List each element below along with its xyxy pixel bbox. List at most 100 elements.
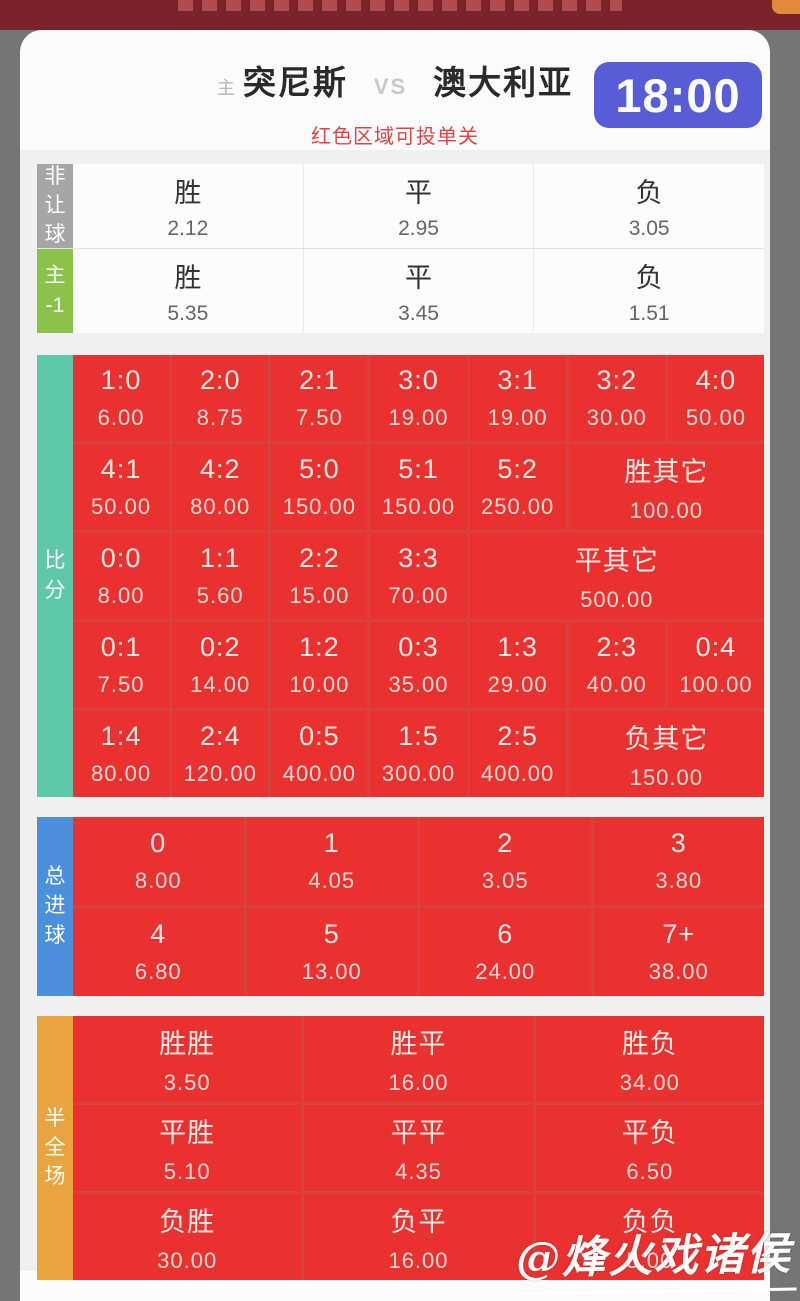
score-cell-name: 4:2 [199,454,241,484]
score-cell[interactable]: 1:2 10.00 [271,622,368,708]
score-cell-name: 2:0 [199,365,241,395]
total-goals-cell[interactable]: 6 24.00 [420,908,591,996]
half-full-cell-odds: 34.00 [619,1070,680,1095]
score-cell[interactable]: 1:5 300.00 [370,711,467,797]
team-line: 主 突尼斯 VS 澳大利亚 [20,30,770,104]
score-cell[interactable]: 1:4 80.00 [73,711,170,797]
score-cell[interactable]: 3:3 70.00 [370,533,467,619]
outcome-odds: 2.95 [398,217,439,240]
score-cell[interactable]: 负其它 150.00 [568,711,764,797]
outcome-cell[interactable]: 胜 5.35 [73,249,303,333]
score-cell[interactable]: 5:1 150.00 [370,444,467,530]
score-cell[interactable]: 0:3 35.00 [370,622,467,708]
outcome-cell[interactable]: 负 1.51 [533,249,765,333]
score-cell-odds: 19.00 [487,405,548,430]
score-cell[interactable]: 0:0 8.00 [73,533,170,619]
correct-score-label: 比分 [37,355,73,797]
total-goals-cell[interactable]: 1 4.05 [246,817,417,905]
half-full-cell[interactable]: 平胜 5.10 [73,1105,302,1191]
total-goals-cell-odds: 38.00 [648,959,709,984]
banner-cropped-text [178,0,622,11]
score-cell[interactable]: 3:2 30.00 [568,355,665,441]
score-cell[interactable]: 0:4 100.00 [667,622,764,708]
outcome-name: 负 [635,178,663,208]
score-cell-odds: 150.00 [629,765,703,790]
score-cell-odds: 8.75 [196,405,244,430]
total-goals-cell-name: 0 [150,828,167,858]
half-full-cell[interactable]: 胜平 16.00 [304,1016,533,1102]
score-cell[interactable]: 2:1 7.50 [271,355,368,441]
score-cell[interactable]: 1:3 29.00 [469,622,566,708]
outcome-cell[interactable]: 负 3.05 [533,164,765,248]
half-full-cell-name: 胜胜 [159,1029,216,1059]
total-goals-cell[interactable]: 2 3.05 [420,817,591,905]
score-cell-odds: 300.00 [381,761,456,786]
half-full-cell-odds: 3.50 [163,1070,211,1095]
total-goals-section: 总进球 0 8.00 1 4.05 2 3.05 3 3.80 4 6.80 5 13.00 6 24.0… [37,817,764,996]
total-goals-cell-odds: 8.00 [134,868,182,893]
score-cell[interactable]: 2:4 120.00 [172,711,269,797]
score-cell[interactable]: 5:2 250.00 [469,444,566,530]
score-cell[interactable]: 3:0 19.00 [370,355,467,441]
score-cell[interactable]: 4:0 50.00 [667,355,764,441]
half-full-cell[interactable]: 负平 16.00 [304,1194,533,1280]
home-team-name: 突尼斯 [242,64,348,101]
half-full-cell[interactable]: 负胜 30.00 [73,1194,302,1280]
outcome-odds: 1.51 [628,302,670,325]
score-cell[interactable]: 1:0 6.00 [73,355,170,441]
score-cell[interactable]: 1:1 5.60 [172,533,269,619]
half-full-section: 半全场 胜胜 3.50 胜平 16.00 胜负 34.00 平胜 5.10 平平 4.35 平负 6.… [37,1016,764,1280]
total-goals-cell[interactable]: 7+ 38.00 [593,908,764,996]
score-cell-odds: 10.00 [289,672,350,697]
half-full-cell[interactable]: 负负 5.00 [535,1194,764,1280]
score-cell-odds: 500.00 [580,587,654,612]
score-cell[interactable]: 2:0 8.75 [172,355,269,441]
section-label-text: 主 [44,264,66,288]
total-goals-cell[interactable]: 0 8.00 [73,817,244,905]
half-full-cell[interactable]: 胜胜 3.50 [73,1016,302,1102]
half-full-cell[interactable]: 胜负 34.00 [535,1016,764,1102]
half-full-cell-odds: 4.35 [395,1159,442,1184]
score-cell[interactable]: 4:1 50.00 [73,444,170,530]
half-full-cell-odds: 16.00 [388,1070,449,1095]
score-cell-name: 3:1 [497,365,538,395]
outcome-name: 胜 [174,178,202,208]
score-cell[interactable]: 0:5 400.00 [271,711,368,797]
score-cell-odds: 15.00 [289,583,350,608]
score-cell[interactable]: 平其它 500.00 [469,533,764,619]
score-cell-name: 3:3 [398,543,439,573]
score-cell[interactable]: 胜其它 100.00 [568,444,764,530]
half-full-cell-name: 负胜 [159,1207,216,1237]
total-goals-cell[interactable]: 3 3.80 [593,817,764,905]
total-goals-cell[interactable]: 4 6.80 [73,908,244,996]
score-cell-name: 1:5 [398,721,439,751]
section-label-text: 比 [44,549,66,573]
half-full-cell-name: 平负 [621,1118,678,1148]
score-cell[interactable]: 0:2 14.00 [172,622,269,708]
total-goals-cell-name: 7+ [662,919,696,949]
score-cell[interactable]: 2:2 15.00 [271,533,368,619]
score-cell[interactable]: 3:1 19.00 [469,355,566,441]
outcome-odds: 5.35 [167,302,209,325]
market-row: 非让球 胜 2.12 平 2.95 负 3.05 [37,164,765,248]
half-full-cell[interactable]: 平平 4.35 [304,1105,533,1191]
score-cell[interactable]: 0:1 7.50 [73,622,170,708]
half-full-cell[interactable]: 平负 6.50 [535,1105,764,1191]
score-cell[interactable]: 2:3 40.00 [568,622,665,708]
score-cell-odds: 250.00 [480,494,555,519]
total-goals-cell[interactable]: 5 13.00 [246,908,417,996]
half-full-label: 半全场 [37,1016,73,1280]
odds-body: 非让球胜 2.12 平 2.95 负 3.05 主 -1 胜 5.35 平 3.45 负 1.51 比分 … [20,150,770,1280]
outcome-cell[interactable]: 平 2.95 [302,164,534,248]
score-cell[interactable]: 5:0 150.00 [271,444,368,530]
score-cell-name: 1:1 [199,543,241,573]
section-label-text: 分 [44,578,66,602]
score-cell[interactable]: 2:5 400.00 [469,711,566,797]
score-cell-odds: 29.00 [487,672,548,697]
section-label-text: 进 [44,894,66,918]
outcome-cell[interactable]: 平 3.45 [302,249,534,333]
score-cell[interactable]: 4:2 80.00 [172,444,269,530]
watermark: @烽火戏诸侯 [511,1217,797,1296]
score-cell-name: 1:3 [497,632,538,662]
outcome-cell[interactable]: 胜 2.12 [73,164,303,248]
